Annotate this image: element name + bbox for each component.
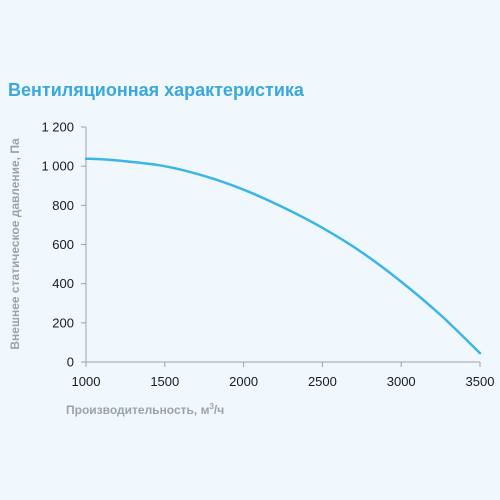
x-axis-title-main: Производительность, м bbox=[66, 403, 210, 417]
y-tick-label: 200 bbox=[52, 315, 74, 330]
x-tick-label: 2500 bbox=[308, 374, 337, 389]
y-tick-label: 600 bbox=[52, 237, 74, 252]
y-tick-label: 1 200 bbox=[41, 120, 74, 135]
x-axis-title: Производительность, м3/ч bbox=[66, 402, 224, 417]
series-group bbox=[84, 157, 482, 355]
x-ticks: 1000 1500 2000 2500 3000 3500 bbox=[72, 362, 495, 389]
x-axis-title-tail: /ч bbox=[214, 403, 224, 417]
y-ticks: 0 200 400 600 800 1 000 1 200 bbox=[41, 120, 86, 370]
x-tick-label: 3000 bbox=[387, 374, 416, 389]
x-tick-label: 2000 bbox=[229, 374, 258, 389]
y-axis-title: Внешнее статическое давление, Па bbox=[8, 138, 22, 350]
y-tick-label: 0 bbox=[67, 355, 74, 370]
x-tick-label: 1000 bbox=[72, 374, 101, 389]
x-axis-title-sup: 3 bbox=[209, 402, 214, 411]
y-tick-label: 400 bbox=[52, 276, 74, 291]
series-line bbox=[84, 157, 482, 355]
x-tick-label: 1500 bbox=[150, 374, 179, 389]
y-tick-label: 800 bbox=[52, 198, 74, 213]
y-tick-label: 1 000 bbox=[41, 159, 74, 174]
chart-title: Вентиляционная характеристика bbox=[8, 80, 304, 100]
x-tick-label: 3500 bbox=[466, 374, 495, 389]
